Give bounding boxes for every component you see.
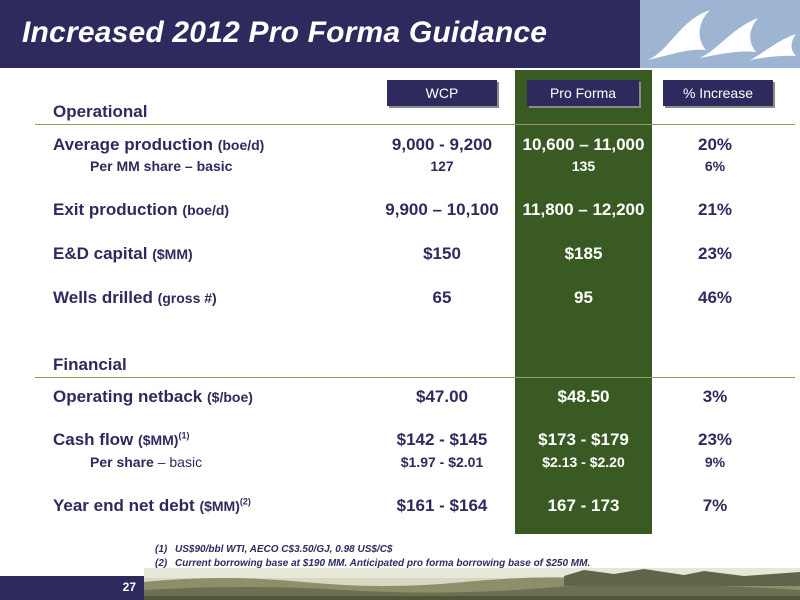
pro-forma-column-highlight [515, 70, 652, 534]
section-divider [35, 377, 795, 378]
slide-title: Increased 2012 Pro Forma Guidance [22, 16, 548, 49]
wcp-value: $150 [423, 244, 461, 263]
wcp-value: 65 [432, 288, 452, 307]
wcp-value: $1.97 - $2.01 [400, 454, 484, 470]
row-label: Year end net debt [53, 496, 195, 515]
increase-column-header: % Increase [663, 80, 773, 106]
wcp-value: $142 - $145 [396, 430, 488, 449]
increase-value: 3% [702, 387, 728, 406]
page-number: 27 [122, 580, 136, 594]
wcp-value: 9,900 – 10,100 [385, 200, 499, 219]
wave-logo [640, 0, 800, 68]
pro-forma-value: 10,600 – 11,000 [522, 135, 645, 154]
footnotes: (1) US$90/bbl WTI, AECO C$3.50/GJ, 0.98 U… [155, 543, 590, 571]
section-operational: Operational [53, 102, 148, 121]
row-unit: (boe/d) [217, 137, 265, 153]
increase-value: 21% [697, 200, 733, 219]
section-divider [35, 124, 795, 125]
wcp-value: 9,000 - 9,200 [391, 135, 493, 154]
row-label: Operating netback [53, 387, 203, 406]
row-unit: ($MM) [138, 432, 179, 448]
footnote-text: Current borrowing base at $190 MM. Antic… [175, 558, 591, 569]
pro-forma-value: 95 [574, 288, 593, 307]
footnote-text: US$90/bbl WTI, AECO C$3.50/GJ, 0.98 US$/… [175, 544, 393, 555]
wcp-value: $47.00 [416, 387, 468, 406]
footnote-marker: (2) [239, 496, 251, 507]
row-label: Average production [53, 135, 213, 154]
row-label: E&D capital [53, 244, 148, 263]
wcp-value: 127 [430, 158, 454, 174]
wave-logo-icon [648, 10, 796, 60]
footnote: (1) US$90/bbl WTI, AECO C$3.50/GJ, 0.98 U… [155, 543, 590, 557]
pro-forma-column-header: Pro Forma [527, 80, 639, 106]
row-unit: ($MM) [152, 246, 193, 262]
row-unit: – basic [157, 454, 203, 470]
pro-forma-value: $185 [564, 244, 603, 263]
footnote-number: (2) [155, 558, 168, 569]
wcp-column-header: WCP [387, 80, 497, 106]
landscape-banner-image [144, 568, 800, 600]
title-bar: Increased 2012 Pro Forma Guidance [0, 0, 640, 68]
pro-forma-value: 11,800 – 12,200 [522, 200, 645, 219]
row-unit: ($/boe) [207, 389, 253, 405]
row-unit: (gross #) [157, 290, 217, 306]
pro-forma-value: $48.50 [557, 387, 610, 406]
footnote: (2) Current borrowing base at $190 MM. An… [155, 557, 590, 571]
increase-value: 20% [697, 135, 733, 154]
increase-value: 46% [697, 288, 733, 307]
row-label: Cash flow [53, 430, 134, 449]
row-label: Wells drilled [53, 288, 153, 307]
section-financial: Financial [53, 355, 127, 374]
increase-value: 9% [704, 454, 726, 470]
page-number-box: 27 [0, 576, 144, 600]
pro-forma-value: $173 - $179 [538, 430, 629, 449]
row-unit: (boe/d) [182, 202, 230, 218]
pro-forma-value: $2.13 - $2.20 [542, 454, 625, 470]
footnote-marker: (1) [178, 430, 190, 441]
row-label: Exit production [53, 200, 178, 219]
increase-value: 23% [697, 244, 733, 263]
row-label: Per MM share – basic [90, 158, 233, 174]
wcp-value: $161 - $164 [396, 496, 488, 515]
pro-forma-value: 167 - 173 [547, 496, 620, 515]
increase-value: 23% [697, 430, 733, 449]
footnote-number: (1) [155, 544, 168, 555]
row-label: Per share [90, 454, 154, 470]
pro-forma-value: 135 [571, 158, 596, 174]
increase-value: 7% [702, 496, 728, 515]
row-unit: ($MM) [199, 498, 240, 514]
increase-value: 6% [704, 158, 726, 174]
